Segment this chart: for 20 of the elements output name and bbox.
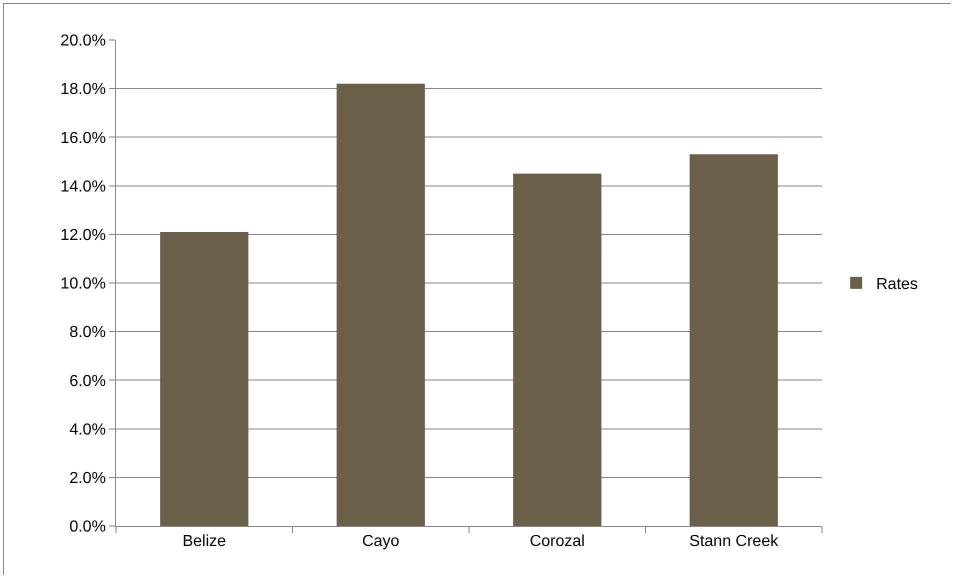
x-tick-label: Cayo (362, 533, 400, 550)
x-tick-label: Stann Creek (689, 533, 780, 550)
y-tick-label: 0.0% (69, 518, 106, 536)
y-tick-label: 6.0% (69, 372, 106, 390)
y-tick-label: 10.0% (60, 276, 106, 293)
y-tick-label: 2.0% (69, 470, 106, 487)
bar (160, 232, 248, 526)
y-tick-label: 8.0% (69, 324, 106, 342)
legend-label: Rates (876, 276, 918, 294)
y-tick-label: 20.0% (60, 32, 106, 50)
y-tick-label: 4.0% (69, 421, 106, 438)
y-tick-label: 14.0% (60, 178, 106, 196)
x-tick-label: Corozal (530, 533, 585, 550)
y-tick-label: 16.0% (60, 130, 106, 147)
y-tick-label: 18.0% (60, 81, 106, 98)
bar (513, 174, 602, 526)
y-tick-label: 12.0% (60, 227, 106, 244)
bar (336, 84, 425, 526)
bar (690, 154, 778, 526)
x-tick-label: Belize (182, 533, 226, 550)
